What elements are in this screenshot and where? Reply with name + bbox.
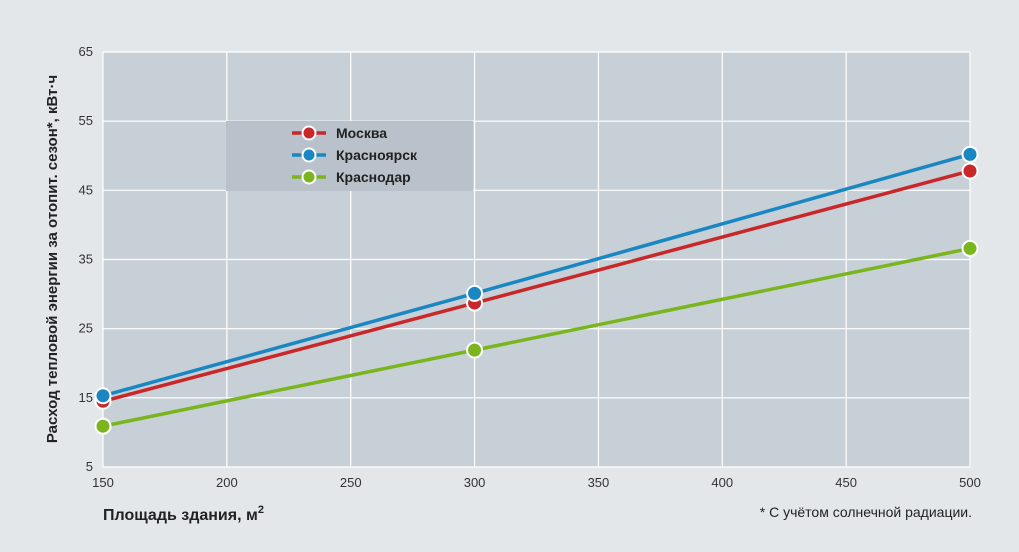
- tick-labels: 5 15 25 35 45 55 65 150 200 250 300 350 400 450 500: [79, 44, 981, 490]
- y-tick-label: 45: [79, 182, 93, 197]
- y-axis-label: Расход тепловой энергии за отопит. сезон…: [44, 75, 61, 443]
- footnote: * С учётом солнечной радиации.: [760, 504, 972, 520]
- y-tick-label: 15: [79, 390, 93, 405]
- legend-marker: [301, 147, 317, 163]
- x-tick-label: 200: [216, 475, 238, 490]
- data-point: [94, 417, 112, 435]
- data-point: [466, 284, 484, 302]
- x-tick-label: 500: [959, 475, 981, 490]
- y-tick-label: 35: [79, 252, 93, 267]
- x-tick-label: 300: [464, 475, 486, 490]
- y-tick-label: 5: [86, 459, 93, 474]
- legend-label: Краснодар: [336, 169, 411, 185]
- legend-marker: [301, 125, 317, 141]
- y-tick-label: 55: [79, 113, 93, 128]
- data-point: [961, 162, 979, 180]
- data-point: [94, 387, 112, 405]
- x-tick-label: 400: [711, 475, 733, 490]
- y-tick-label: 65: [79, 44, 93, 59]
- x-tick-label: 450: [835, 475, 857, 490]
- x-tick-label: 350: [588, 475, 610, 490]
- data-point: [466, 341, 484, 359]
- x-axis-label: Площадь здания, м2: [103, 504, 264, 524]
- data-point: [961, 145, 979, 163]
- legend-box: [226, 121, 473, 191]
- data-point: [961, 239, 979, 257]
- legend-label: Москва: [336, 125, 387, 141]
- legend-label: Красноярск: [336, 147, 418, 163]
- legend-marker: [301, 169, 317, 185]
- x-axis-label-text: Площадь здания, м: [103, 507, 258, 524]
- x-tick-label: 150: [92, 475, 114, 490]
- x-axis-label-superscript: 2: [258, 504, 264, 516]
- y-tick-label: 25: [79, 321, 93, 336]
- series-group: [94, 145, 979, 435]
- legend: Москва Красноярск Краснодар: [226, 121, 473, 191]
- x-tick-label: 250: [340, 475, 362, 490]
